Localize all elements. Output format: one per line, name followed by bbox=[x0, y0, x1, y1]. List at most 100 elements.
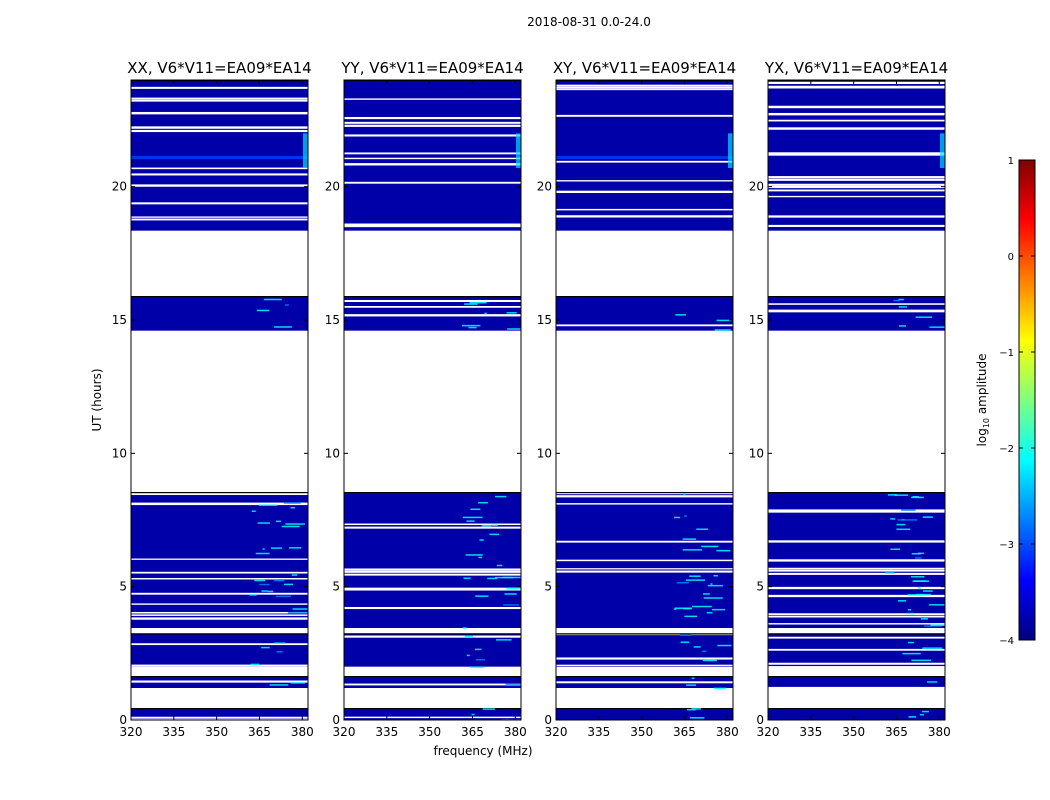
flagged-row bbox=[556, 84, 733, 87]
band-emission bbox=[896, 528, 911, 531]
data-segment bbox=[131, 296, 308, 331]
band-emission bbox=[479, 539, 484, 541]
row-edge bbox=[768, 492, 945, 494]
flagged-row bbox=[768, 666, 945, 668]
row-edge bbox=[344, 492, 521, 494]
y-tick-label: 10 bbox=[112, 446, 127, 460]
row-edge bbox=[556, 296, 733, 298]
x-tick-label: 320 bbox=[545, 725, 568, 739]
colorbar-tick-label: 0 bbox=[1008, 252, 1014, 263]
colorbar: 1 0 −1 −2 −3 −4 log10 amplitude bbox=[975, 156, 1036, 647]
band-emission bbox=[683, 607, 692, 610]
flagged-row bbox=[344, 635, 521, 638]
band-emission bbox=[482, 708, 495, 710]
flagged-row bbox=[556, 570, 733, 573]
flagged-row bbox=[768, 636, 945, 639]
flagged-row bbox=[131, 558, 308, 560]
flagged-row bbox=[768, 648, 945, 651]
flagged-row bbox=[131, 611, 308, 614]
flagged-row bbox=[556, 495, 733, 498]
band-emission bbox=[475, 595, 489, 597]
band-emission bbox=[911, 659, 931, 662]
y-tick-label: 5 bbox=[756, 580, 764, 594]
flagged-row bbox=[768, 224, 945, 228]
rfi-edge bbox=[940, 133, 945, 168]
band-emission bbox=[689, 717, 705, 719]
flagged-row bbox=[344, 134, 521, 137]
colorbar-gradient bbox=[1018, 159, 1036, 641]
flagged-row bbox=[768, 178, 945, 181]
band-emission bbox=[899, 325, 906, 327]
flagged-row bbox=[556, 88, 733, 91]
flagged-row bbox=[768, 127, 945, 130]
band-emission bbox=[923, 590, 933, 592]
band-emission bbox=[689, 575, 701, 577]
band-emission bbox=[468, 326, 477, 329]
flagged-row bbox=[344, 523, 521, 526]
flagged-row bbox=[768, 215, 945, 218]
row-edge bbox=[131, 676, 308, 678]
band-emission bbox=[474, 648, 482, 651]
band-emission bbox=[922, 516, 933, 518]
flagged-row bbox=[768, 154, 945, 156]
flagged-row bbox=[556, 114, 733, 117]
flagged-row bbox=[344, 223, 521, 226]
flagged-row bbox=[556, 559, 733, 562]
flagged-row bbox=[344, 305, 521, 308]
band-emission bbox=[686, 579, 706, 581]
band-emission bbox=[251, 510, 256, 512]
row-edge bbox=[344, 633, 521, 635]
band-emission bbox=[897, 600, 907, 602]
band-emission bbox=[680, 641, 690, 643]
band-emission bbox=[263, 298, 282, 301]
band-emission bbox=[911, 552, 921, 555]
x-tick-label: 350 bbox=[630, 725, 653, 739]
band-emission bbox=[496, 564, 503, 567]
rfi-edge bbox=[303, 133, 308, 168]
waterfall-image bbox=[344, 80, 521, 720]
row-edge bbox=[344, 80, 521, 82]
band-emission bbox=[262, 548, 265, 550]
x-tick-label: 380 bbox=[716, 725, 739, 739]
row-edge bbox=[768, 633, 945, 635]
row-edge bbox=[131, 492, 308, 494]
data-segment bbox=[768, 296, 945, 331]
rfi-row bbox=[131, 156, 308, 159]
flagged-row bbox=[131, 664, 308, 667]
band-emission bbox=[470, 666, 485, 668]
band-emission bbox=[287, 612, 308, 614]
band-emission bbox=[702, 659, 717, 662]
rfi-edge bbox=[516, 133, 521, 168]
flagged-row bbox=[768, 112, 945, 116]
band-emission bbox=[267, 590, 274, 593]
flagged-row bbox=[768, 615, 945, 618]
flagged-row bbox=[556, 215, 733, 218]
axes-frame bbox=[767, 79, 946, 721]
band-emission bbox=[505, 683, 521, 685]
flagged-row bbox=[768, 176, 945, 179]
band-emission bbox=[285, 523, 305, 525]
row-edge bbox=[768, 296, 945, 298]
band-emission bbox=[275, 520, 281, 523]
flagged-row bbox=[556, 86, 733, 89]
x-tick-label: 365 bbox=[461, 725, 484, 739]
band-emission bbox=[461, 324, 481, 327]
band-emission bbox=[703, 593, 710, 595]
x-tick-label: 350 bbox=[205, 725, 228, 739]
band-emission bbox=[466, 520, 475, 522]
waterfall-image bbox=[131, 80, 308, 720]
band-emission bbox=[922, 710, 929, 713]
figure-title: 2018-08-31 0.0-24.0 bbox=[527, 15, 651, 29]
band-emission bbox=[682, 549, 703, 551]
flagged-row bbox=[768, 594, 945, 598]
band-emission bbox=[290, 682, 306, 684]
data-segment bbox=[556, 708, 733, 720]
y-tick-label: 20 bbox=[112, 180, 127, 194]
rfi-edge bbox=[728, 133, 733, 168]
data-segment bbox=[344, 633, 521, 667]
band-emission bbox=[261, 646, 270, 649]
x-tick-label: 335 bbox=[162, 725, 185, 739]
flagged-row bbox=[344, 224, 521, 228]
row-edge bbox=[768, 80, 945, 82]
data-segment bbox=[768, 676, 945, 688]
